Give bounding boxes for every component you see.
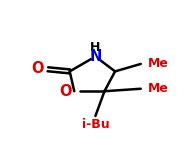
Text: N: N [89, 49, 102, 64]
Text: H: H [90, 41, 101, 54]
Text: Me: Me [148, 57, 168, 71]
Text: Me: Me [148, 82, 168, 95]
Text: i-Bu: i-Bu [82, 118, 109, 131]
Text: O: O [31, 61, 43, 76]
Text: O: O [60, 84, 72, 99]
